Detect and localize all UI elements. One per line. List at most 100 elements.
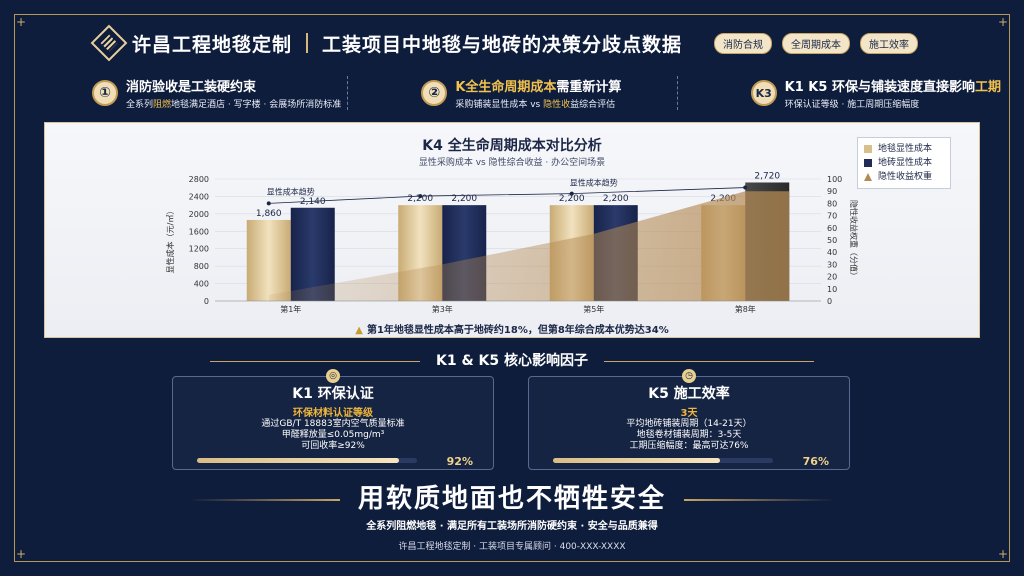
factor-line: 平均地砖铺装周期（14-21天）	[626, 419, 752, 429]
factor-line: 可回收率≥92%	[301, 441, 365, 451]
bar-value-label: 2,720	[754, 171, 780, 181]
factor-percent: 76%	[802, 455, 829, 468]
point-title: K全生命周期成本需重新计算	[455, 80, 622, 95]
bar-value-label: 2,140	[300, 197, 326, 207]
y-tick-label: 400	[194, 280, 209, 289]
y2-tick-label: 0	[827, 297, 832, 306]
y-axis-title: 显性成本（元/㎡）	[165, 207, 175, 274]
point-number-badge: ②	[421, 80, 448, 106]
y2-tick-label: 60	[827, 224, 837, 233]
x-tick-label: 第5年	[583, 304, 604, 314]
y2-tick-label: 80	[827, 199, 837, 208]
progress-fill	[553, 458, 721, 463]
y2-tick-label: 70	[827, 212, 837, 221]
trend-annotation: 显性成本趋势	[267, 186, 315, 196]
y2-tick-label: 30	[827, 260, 837, 269]
point-subtitle: 采购铺装显性成本 vs 隐性收益综合评估	[455, 100, 616, 110]
area-hidden-benefit	[268, 191, 790, 301]
factor-line: 甲醛释放量≤0.05mg/m³	[281, 430, 385, 440]
tag-list: 消防合规 全周期成本 施工效率	[714, 32, 918, 54]
factor-progress-bar	[197, 458, 417, 463]
tag-construction-efficiency: 施工效率	[860, 32, 918, 54]
point-number-badge: K3	[750, 80, 777, 106]
slogan-subtitle: 全系列阻燃地毯 · 满足所有工装场所消防硬约束 · 安全与品质兼得	[366, 521, 658, 532]
brand-logo-icon	[90, 24, 128, 62]
trend-point	[266, 201, 271, 206]
point-number-badge: ①	[92, 80, 118, 106]
factor-line: 工期压缩幅度：最高可达76%	[629, 441, 749, 451]
y2-tick-label: 10	[827, 285, 837, 294]
warning-icon: ▲	[355, 325, 363, 336]
trend-line	[268, 187, 746, 204]
point-title: 消防验收是工装硬约束	[126, 80, 257, 95]
legend-item-tile: 地砖显性成本	[864, 156, 944, 170]
chart-legend: 地毯显性成本 地砖显性成本 隐性收益权重	[857, 137, 951, 189]
factor-progress-bar	[553, 458, 773, 463]
trend-point	[418, 194, 423, 199]
factor-line: 地毯卷材铺装周期：3-5天	[636, 430, 742, 440]
key-point: K3 K1 K5 环保与铺装速度直接影响工期 环保认证等级 · 施工周期压缩幅度	[676, 70, 1006, 116]
corner-mark: +	[997, 547, 1008, 561]
corner-mark: +	[16, 547, 27, 561]
y-tick-label: 2800	[189, 175, 209, 184]
x-tick-label: 第1年	[280, 304, 301, 314]
trend-point	[743, 185, 748, 190]
footer: 许昌工程地毯定制 · 工装项目专属顾问 · 400-XXX-XXXX	[398, 542, 626, 552]
chart-subtitle: 显性采购成本 vs 隐性综合收益 · 办公空间场景	[418, 158, 606, 168]
factor-card-k1: ◎ K1 环保认证 环保材料认证等级 通过GB/T 18883室内空气质量标准 …	[172, 369, 494, 470]
clock-icon: ◷	[682, 369, 696, 383]
key-point: ① 消防验收是工装硬约束 全系列阻燃地毯满足酒店 · 写字楼 · 会展场所消防标…	[18, 70, 347, 116]
bar-value-label: 2,200	[603, 194, 629, 204]
cost-comparison-chart: 0 400 800 1200 1600 2000 2400 2800 0 10 20 30 40 50 60…	[165, 171, 859, 314]
point-subtitle: 环保认证等级 · 施工周期压缩幅度	[784, 100, 920, 110]
point-title: K1 K5 环保与铺装速度直接影响工期	[784, 80, 1001, 95]
factor-subtitle: 环保材料认证等级	[293, 408, 373, 419]
point-subtitle: 全系列阻燃地毯满足酒店 · 写字楼 · 会展场所消防标准	[126, 100, 342, 110]
y2-tick-label: 90	[827, 187, 837, 196]
y-tick-label: 2000	[189, 210, 209, 219]
bar-value-label: 1,860	[256, 209, 282, 219]
y2-tick-label: 50	[827, 236, 837, 245]
bar-value-label: 2,200	[451, 194, 477, 204]
header: 许昌工程地毯定制 工装项目中地毯与地砖的决策分歧点数据 消防合规 全周期成本 施…	[18, 20, 1006, 66]
y2-axis-title: 隐性收益权重（分值）	[849, 200, 859, 280]
leaf-icon: ◎	[326, 369, 340, 383]
legend-item-benefit: 隐性收益权重	[864, 170, 944, 184]
factor-percent: 92%	[446, 455, 473, 468]
trend-annotation: 显性成本趋势	[570, 178, 618, 188]
y-tick-label: 1200	[189, 245, 209, 254]
bar-value-label: 2,200	[407, 194, 433, 204]
y2-tick-label: 20	[827, 273, 837, 282]
slogan: 用软质地面也不牺牲安全	[0, 478, 1024, 515]
header-divider	[306, 33, 309, 53]
tag-fire-compliance: 消防合规	[714, 32, 772, 54]
factor-card-k5: ◷ K5 施工效率 3天 平均地砖铺装周期（14-21天） 地毯卷材铺装周期：3…	[528, 369, 850, 470]
factor-title: K1 环保认证	[292, 386, 374, 402]
chart-panel: 0 400 800 1200 1600 2000 2400 2800 0 10 20 30 40 50 60…	[44, 122, 980, 338]
key-point: ② K全生命周期成本需重新计算 采购铺装显性成本 vs 隐性收益综合评估	[347, 70, 676, 116]
legend-item-carpet: 地毯显性成本	[864, 142, 944, 156]
factor-section: K1 & K5 核心影响因子 ◎ K1 环保认证 环保材料认证等级 通过GB/T…	[18, 344, 1006, 470]
bar-value-label: 2,200	[559, 194, 585, 204]
chart-warning: ▲ 第1年地毯显性成本高于地砖约18%，但第8年综合成本优势达34%	[355, 325, 669, 336]
corner-mark: +	[997, 15, 1008, 29]
y2-tick-label: 40	[827, 248, 837, 257]
x-tick-label: 第8年	[735, 304, 756, 314]
trend-point	[569, 191, 574, 196]
factor-subtitle: 3天	[680, 408, 698, 419]
brand-name: 许昌工程地毯定制	[132, 33, 293, 56]
chart-title: K4 全生命周期成本对比分析	[422, 138, 602, 154]
x-tick-label: 第3年	[432, 304, 453, 314]
y-tick-label: 2400	[189, 192, 209, 201]
progress-fill	[197, 458, 400, 463]
factor-line: 通过GB/T 18883室内空气质量标准	[261, 419, 405, 429]
tag-lifecycle-cost: 全周期成本	[782, 32, 850, 54]
bar-carpet	[246, 219, 291, 301]
y-tick-label: 0	[204, 297, 209, 306]
y2-tick-label: 100	[827, 175, 842, 184]
factor-title: K5 施工效率	[648, 386, 730, 402]
y-tick-label: 1600	[189, 227, 209, 236]
y-tick-label: 800	[194, 262, 209, 271]
page-title: 工装项目中地毯与地砖的决策分歧点数据	[322, 33, 683, 56]
factor-heading: K1 & K5 核心影响因子	[18, 350, 1006, 370]
